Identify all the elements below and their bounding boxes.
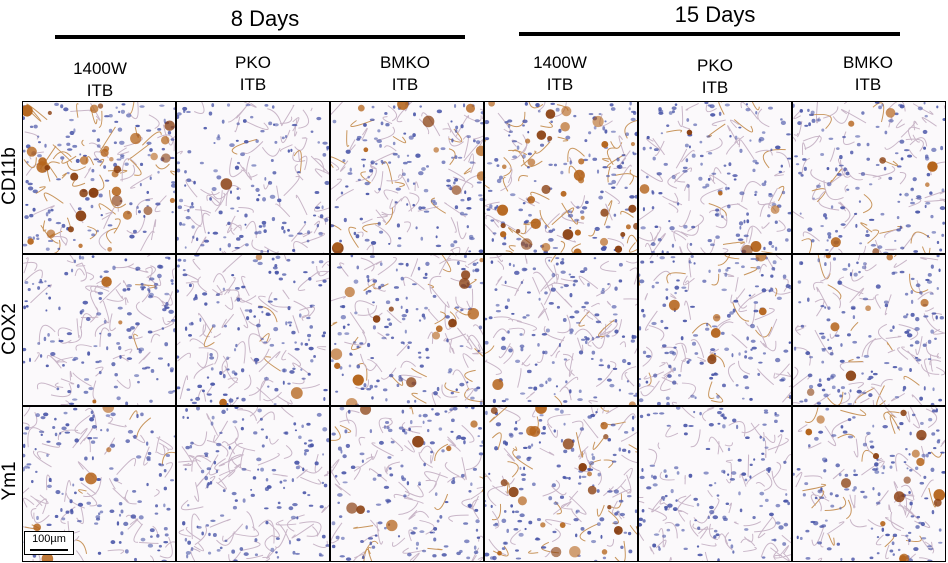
row-label-ym1: Ym1 [0,461,20,501]
micrograph-ym1-col-6 [792,406,946,562]
micrograph-cox2-col-6 [792,254,946,406]
tissue-image [793,102,945,253]
column-label-6: BMKO ITB [808,52,928,96]
micrograph-ym1-col-2 [176,406,330,562]
micrograph-cox2-col-1 [22,254,176,406]
column-label-3-bottom: ITB [391,75,419,94]
micrograph-cd11b-col-2 [176,101,330,254]
group-title-8-days: 8 Days [230,6,300,31]
micrograph-cd11b-col-1 [22,101,176,254]
tissue-image [177,255,329,405]
column-label-2-bottom: ITB [239,75,267,94]
micrograph-cd11b-col-5 [638,101,792,254]
group-title-15-days: 15 Days [674,2,756,27]
micrograph-cd11b-col-6 [792,101,946,254]
column-label-6-bottom: ITB [854,75,882,94]
tissue-image [639,255,791,405]
tissue-image [23,102,175,253]
group-bar-15-days [519,32,900,36]
tissue-image [485,407,637,561]
tissue-image [331,255,483,405]
micrograph-cox2-col-5 [638,254,792,406]
column-label-1: 1400W ITB [40,58,160,102]
tissue-image [639,407,791,561]
micrograph-cd11b-col-3 [330,101,484,254]
column-label-4-top: 1400W [533,53,587,72]
tissue-image [23,255,175,405]
tissue-image [177,102,329,253]
tissue-image [793,255,945,405]
tissue-image [178,407,329,561]
column-label-5-bottom: ITB [701,78,729,97]
column-label-2: PKO ITB [193,52,313,96]
column-label-3: BMKO ITB [345,52,465,96]
scale-bar-label: 100µm [32,533,66,545]
tissue-image [639,102,791,253]
tissue-image [485,102,637,253]
tissue-image [331,407,483,561]
column-label-1-top: 1400W [73,59,127,78]
micrograph-ym1-col-3 [330,406,484,562]
group-bar-8-days [55,35,465,39]
micrograph-cox2-col-2 [176,254,330,406]
tissue-image [793,407,945,561]
micrograph-cox2-col-3 [330,254,484,406]
row-label-cox2: COX2 [0,303,20,355]
micrograph-ym1-col-5 [638,406,792,562]
column-label-1-bottom: ITB [86,81,114,100]
micrograph-cd11b-col-4 [484,101,638,254]
column-label-2-top: PKO [235,53,271,72]
scale-bar: 100µm [24,531,74,555]
column-label-6-top: BMKO [842,53,894,72]
column-label-4-bottom: ITB [546,75,574,94]
column-label-4: 1400W ITB [500,52,620,96]
column-label-3-top: BMKO [379,53,431,72]
micrograph-cox2-col-4 [484,254,638,406]
column-label-5: PKO ITB [655,55,775,99]
micrograph-ym1-col-4 [484,406,638,562]
column-label-5-top: PKO [697,56,733,75]
row-label-cd11b: CD11b [0,147,20,205]
tissue-image [331,102,483,253]
tissue-image [485,255,637,405]
scale-bar-line [30,549,68,551]
